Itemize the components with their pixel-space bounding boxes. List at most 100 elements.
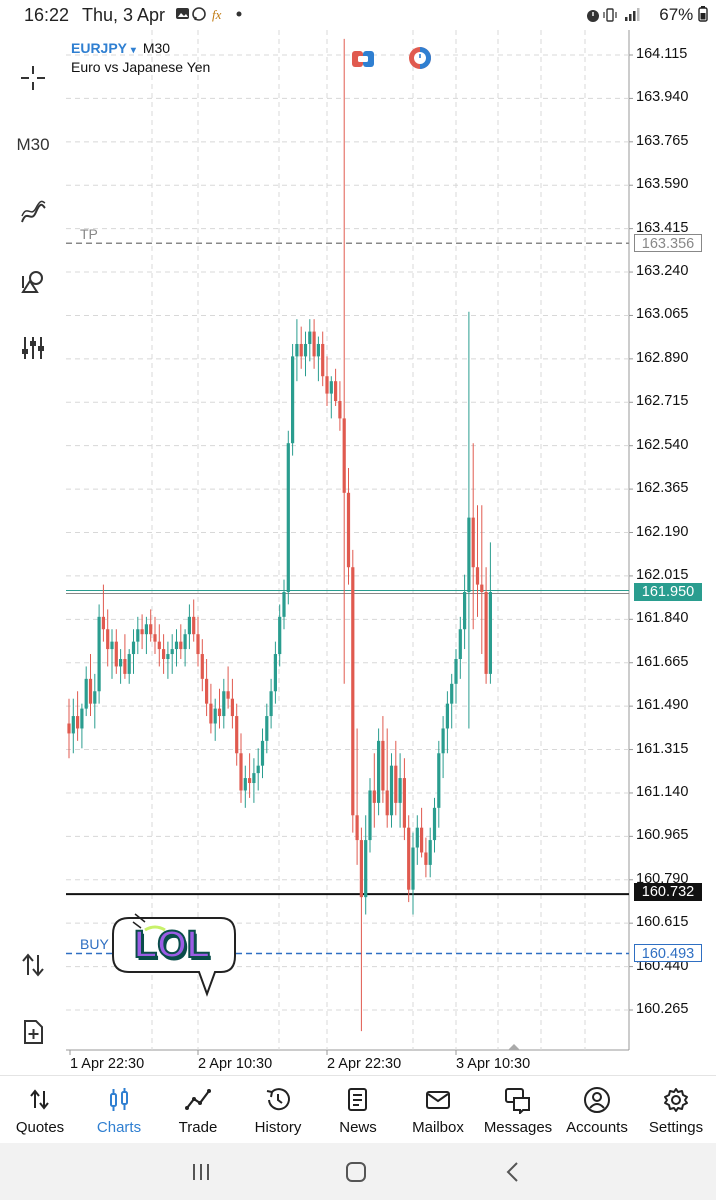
candle-body: [372, 790, 376, 803]
chart-symbol-header[interactable]: EURJPY ▾ M30 Euro vs Japanese Yen: [71, 40, 210, 75]
nav-messages[interactable]: Messages: [478, 1076, 558, 1144]
nav-charts[interactable]: Charts: [79, 1076, 159, 1144]
candle-body: [131, 641, 136, 655]
back-button[interactable]: [498, 1159, 528, 1185]
candle-body: [67, 723, 71, 734]
candle-body: [260, 740, 265, 766]
settings-sliders-icon: [22, 337, 44, 359]
candle-body: [398, 778, 402, 803]
tp-price-box: 163.356: [634, 234, 702, 252]
candle-body: [338, 401, 342, 419]
objects-button[interactable]: [8, 260, 58, 304]
nav-label: News: [339, 1119, 377, 1136]
crosshair-button[interactable]: [8, 56, 58, 100]
history-clock-icon: [266, 1088, 290, 1111]
y-tick-label: 163.065: [636, 306, 689, 323]
candle-body: [364, 840, 368, 898]
nav-history[interactable]: History: [238, 1076, 318, 1144]
y-tick-label: 161.665: [636, 653, 689, 670]
symbol-dropdown-icon[interactable]: ▾: [130, 45, 136, 56]
signal-icon: [625, 8, 640, 21]
candle-body: [278, 616, 282, 655]
candle-body: [273, 654, 277, 692]
candle-body: [256, 765, 260, 774]
indicators-button[interactable]: [8, 192, 58, 236]
x-tick-label: 2 Apr 10:30: [198, 1056, 273, 1072]
status-date: Thu, 3 Apr: [82, 5, 166, 25]
candle-body: [394, 765, 398, 803]
buy-line-label: BUY: [80, 936, 109, 952]
candle-body: [153, 634, 157, 642]
candle-body: [166, 654, 170, 660]
dot-icon: [236, 11, 242, 17]
candle-body: [196, 634, 200, 655]
candle-body: [295, 343, 299, 357]
candle-body: [450, 683, 454, 704]
candle-body: [123, 659, 127, 674]
candle-body: [389, 765, 394, 816]
candle-body: [488, 592, 492, 674]
candle-body: [316, 343, 320, 357]
symbol-name[interactable]: EURJPY: [71, 40, 128, 56]
one-click-trade-button[interactable]: [352, 48, 374, 70]
fx-icon: fx: [212, 7, 222, 22]
svg-text:fx: fx: [212, 7, 222, 22]
system-navigation-bar: [0, 1143, 716, 1200]
gallery-icon: [176, 8, 189, 19]
candle-body: [385, 790, 389, 816]
candle-body: [149, 624, 153, 635]
nav-news[interactable]: News: [318, 1076, 398, 1144]
indicators-icon: [21, 200, 46, 223]
nav-trade[interactable]: Trade: [158, 1076, 238, 1144]
candle-body: [183, 634, 187, 650]
candle-body: [226, 691, 230, 699]
market-clock-button[interactable]: [407, 45, 433, 71]
nav-quotes[interactable]: Quotes: [0, 1076, 80, 1144]
candle-body: [445, 703, 449, 729]
battery-icon: [698, 6, 708, 22]
nav-mailbox[interactable]: Mailbox: [398, 1076, 478, 1144]
new-order-icon: [24, 1020, 43, 1044]
candle-body: [140, 629, 144, 635]
candle-body: [334, 381, 338, 402]
candle-body: [76, 716, 80, 729]
trade-arrows-button[interactable]: [8, 943, 58, 987]
y-tick-label: 160.965: [636, 827, 689, 844]
candle-body: [71, 716, 75, 734]
recent-apps-button[interactable]: [186, 1159, 216, 1185]
y-tick-label: 163.765: [636, 132, 689, 149]
new-order-button[interactable]: [8, 1010, 58, 1054]
buy-price-box: 160.493: [634, 944, 702, 962]
system-icons: [585, 6, 645, 27]
nav-settings[interactable]: Settings: [636, 1076, 716, 1144]
candle-body: [291, 356, 295, 444]
candle-body: [428, 840, 432, 865]
nav-label: Charts: [96, 1119, 142, 1136]
candle-body: [377, 740, 381, 803]
tp-line-label: TP: [80, 226, 98, 242]
lol-sticker: LOL LOL: [111, 910, 237, 1000]
nav-accounts[interactable]: Accounts: [557, 1076, 637, 1144]
nav-label: Accounts: [566, 1119, 628, 1136]
chart-area[interactable]: EURJPY ▾ M30 Euro vs Japanese Yen TP BUY…: [66, 30, 716, 1075]
bottom-navigation: Quotes Charts Trade History News Mailbox…: [0, 1075, 716, 1144]
candle-body: [205, 678, 209, 704]
candle-body: [101, 616, 105, 630]
home-button[interactable]: [341, 1159, 371, 1185]
settings-sliders-button[interactable]: [8, 326, 58, 370]
timeframe-button[interactable]: M30: [16, 135, 50, 154]
candle-body: [217, 708, 222, 717]
candle-body: [209, 703, 213, 724]
candle-body: [80, 708, 84, 729]
y-tick-label: 160.265: [636, 1001, 689, 1017]
nav-label: Quotes: [15, 1119, 65, 1136]
y-tick-label: 163.590: [636, 176, 689, 193]
one-click-trade-icon: [352, 51, 374, 67]
candlestick-chart[interactable]: [66, 30, 716, 1075]
candle-body: [415, 827, 419, 848]
nav-label: Mailbox: [412, 1119, 464, 1136]
candle-body: [381, 740, 385, 791]
candle-body: [269, 691, 273, 717]
candle-body: [432, 807, 437, 841]
candle-body: [114, 641, 118, 667]
